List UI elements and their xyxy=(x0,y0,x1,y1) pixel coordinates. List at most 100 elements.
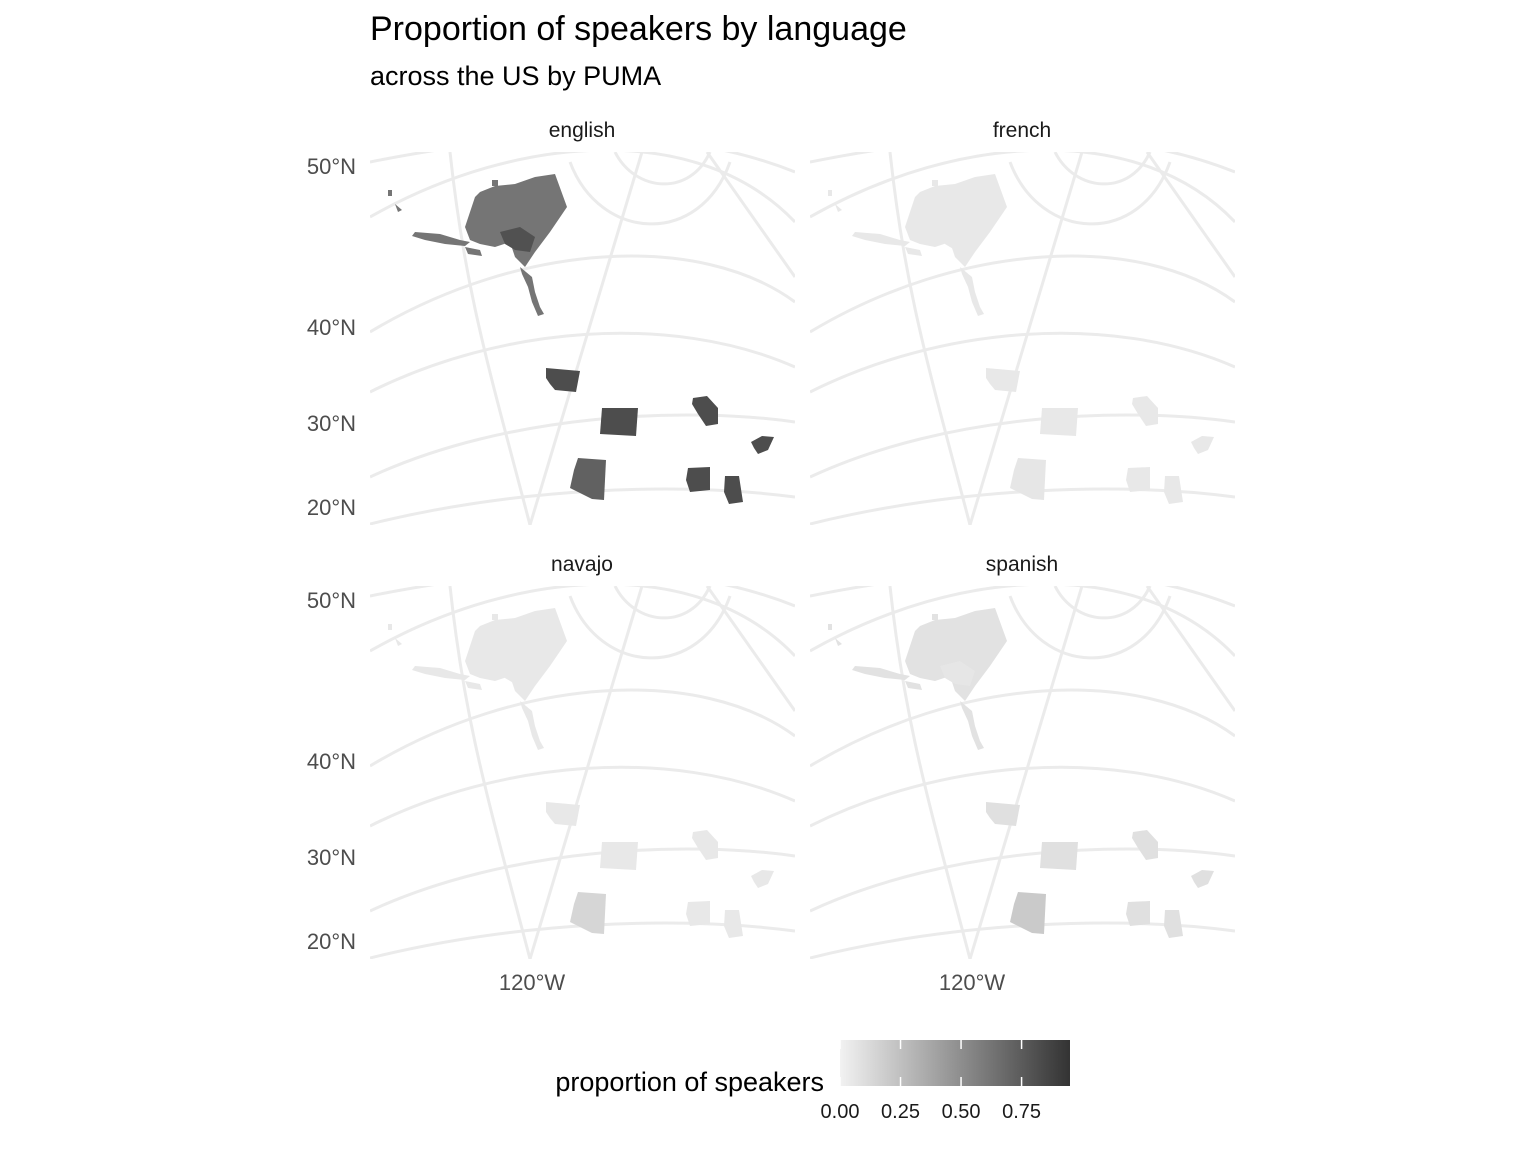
region-french-5 xyxy=(828,190,832,196)
graticule-parallel-8 xyxy=(1053,152,1152,186)
region-navajo-14 xyxy=(724,910,743,938)
graticule-parallel-3 xyxy=(370,688,795,768)
graticule-parallel-3 xyxy=(810,254,1235,334)
region-english-8 xyxy=(546,368,580,392)
region-navajo-1 xyxy=(500,661,535,686)
graticule-parallel-2 xyxy=(810,152,1235,224)
latitude-axis-labels: 50°N 40°N 30°N 20°N 50°N 40°N 30°N 20°N xyxy=(307,154,356,954)
puma-regions xyxy=(388,174,774,504)
graticule-parallel-4 xyxy=(370,331,795,394)
graticule-meridian-2 xyxy=(705,586,795,712)
graticule-parallel-5 xyxy=(810,413,1235,479)
graticule-parallel-8 xyxy=(1053,586,1152,620)
facet-strip-spanish: spanish xyxy=(986,553,1058,576)
lat-label-50n-top: 50°N xyxy=(307,154,356,179)
region-french-8 xyxy=(986,368,1020,392)
region-english-14 xyxy=(724,476,743,504)
region-english-3 xyxy=(465,247,482,256)
lat-label-40n-top: 40°N xyxy=(307,315,356,340)
facet-strip-english: english xyxy=(549,119,616,142)
graticule xyxy=(810,586,1235,959)
puma-regions xyxy=(388,608,774,938)
graticule-meridian-1 xyxy=(528,586,644,959)
region-french-13 xyxy=(1126,467,1150,492)
graticule-meridian-2 xyxy=(1145,152,1235,278)
graticule-meridian-0 xyxy=(888,152,972,525)
graticule-parallel-7 xyxy=(1008,595,1172,660)
region-french-14 xyxy=(1164,476,1183,504)
region-french-7 xyxy=(932,180,938,186)
region-french-10 xyxy=(1132,396,1158,426)
region-spanish-10 xyxy=(1132,830,1158,860)
region-spanish-2 xyxy=(852,666,910,680)
graticule-parallel-5 xyxy=(810,847,1235,913)
region-english-2 xyxy=(412,232,470,246)
region-french-3 xyxy=(905,247,922,256)
region-english-4 xyxy=(520,267,544,316)
lon-label-120w-left: 120°W xyxy=(499,970,566,995)
facet-panel-french: french xyxy=(810,119,1235,525)
graticule-parallel-1 xyxy=(370,152,795,174)
graticule-meridian-0 xyxy=(448,152,532,525)
graticule-meridian-1 xyxy=(528,152,644,525)
region-navajo-0 xyxy=(465,608,567,701)
legend: proportion of speakers 0.00 0.25 0.50 0.… xyxy=(555,1040,1070,1123)
region-spanish-8 xyxy=(986,802,1020,826)
graticule-parallel-1 xyxy=(810,152,1235,174)
graticule-parallel-8 xyxy=(613,152,712,186)
region-french-6 xyxy=(835,204,842,212)
region-navajo-9 xyxy=(600,842,638,870)
graticule-parallel-4 xyxy=(370,765,795,828)
region-spanish-0 xyxy=(905,608,1007,701)
region-spanish-1 xyxy=(940,661,975,686)
legend-colorbar xyxy=(840,1040,1070,1086)
graticule-parallel-7 xyxy=(568,161,732,226)
lat-label-50n-bottom: 50°N xyxy=(307,588,356,613)
legend-label-3: 0.75 xyxy=(1002,1101,1041,1123)
region-french-12 xyxy=(1010,458,1046,500)
graticule-parallel-7 xyxy=(1008,161,1172,226)
graticule-parallel-5 xyxy=(370,413,795,479)
legend-ticks xyxy=(839,1040,1023,1086)
graticule-meridian-0 xyxy=(888,586,972,959)
region-english-5 xyxy=(388,190,392,196)
lat-label-20n-top: 20°N xyxy=(307,495,356,520)
legend-labels: 0.00 0.25 0.50 0.75 xyxy=(821,1101,1042,1123)
lon-label-120w-right: 120°W xyxy=(939,970,1006,995)
legend-label-1: 0.25 xyxy=(881,1101,920,1123)
graticule-parallel-3 xyxy=(370,254,795,334)
puma-regions xyxy=(828,608,1214,938)
lat-label-20n-bottom: 20°N xyxy=(307,929,356,954)
map-subtitle: across the US by PUMA xyxy=(370,61,661,91)
region-english-11 xyxy=(751,436,774,454)
lat-label-30n-top: 30°N xyxy=(307,411,356,436)
map-title: Proportion of speakers by language xyxy=(370,10,907,48)
region-english-10 xyxy=(692,396,718,426)
region-spanish-4 xyxy=(960,701,984,750)
region-navajo-11 xyxy=(751,870,774,888)
graticule-meridian-1 xyxy=(968,586,1084,959)
region-navajo-3 xyxy=(465,681,482,690)
region-navajo-7 xyxy=(492,614,498,620)
region-navajo-13 xyxy=(686,901,710,926)
region-french-0 xyxy=(905,174,1007,267)
graticule-parallel-1 xyxy=(810,586,1235,608)
facet-strip-navajo: navajo xyxy=(551,553,613,576)
graticule-parallel-4 xyxy=(810,765,1235,828)
region-spanish-9 xyxy=(1040,842,1078,870)
lat-label-40n-bottom: 40°N xyxy=(307,749,356,774)
region-english-9 xyxy=(600,408,638,436)
longitude-axis-labels: 120°W 120°W xyxy=(499,970,1006,995)
graticule-parallel-7 xyxy=(568,595,732,660)
region-english-12 xyxy=(570,458,606,500)
region-english-7 xyxy=(492,180,498,186)
facet-panel-english: english xyxy=(370,119,795,525)
region-navajo-10 xyxy=(692,830,718,860)
graticule-parallel-4 xyxy=(810,331,1235,394)
facet-strip-french: french xyxy=(993,119,1051,142)
graticule-parallel-3 xyxy=(810,688,1235,768)
region-navajo-5 xyxy=(388,624,392,630)
region-spanish-11 xyxy=(1191,870,1214,888)
region-spanish-3 xyxy=(905,681,922,690)
